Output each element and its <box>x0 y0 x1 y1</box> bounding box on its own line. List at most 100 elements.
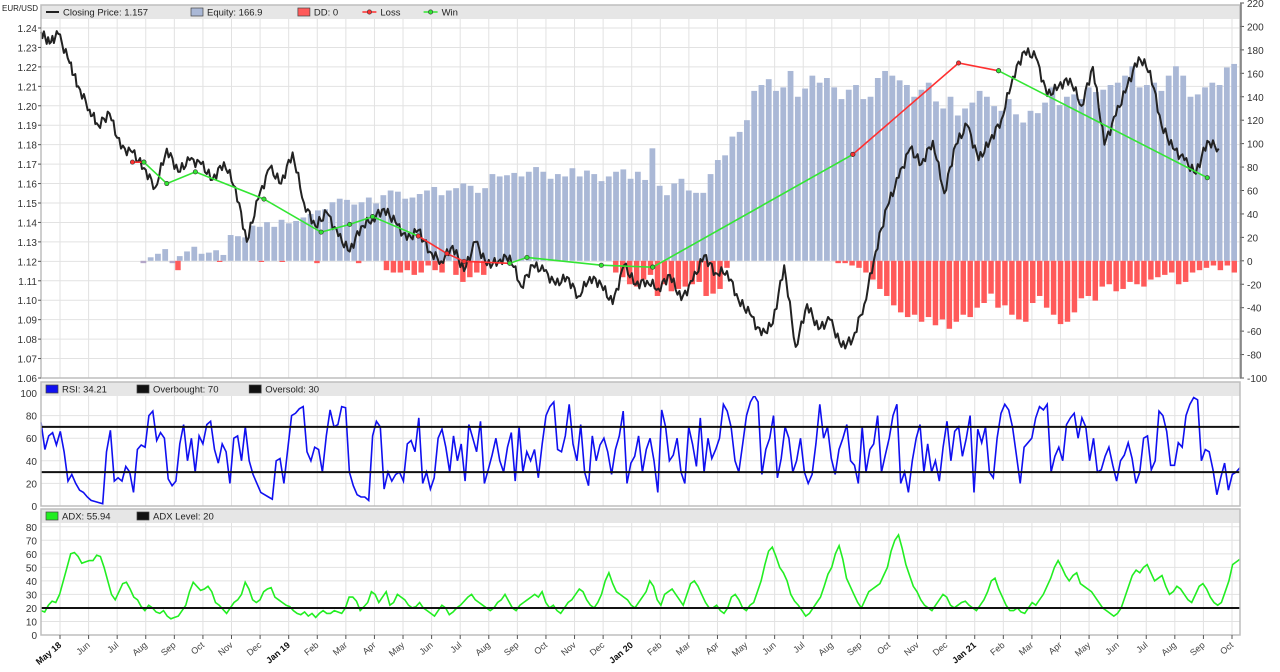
equity-bar <box>707 174 714 261</box>
equity-bar <box>1180 75 1187 261</box>
equity-bar <box>911 96 918 261</box>
drawdown-bar <box>925 260 932 318</box>
x-tick-label: Jan 20 <box>607 640 635 666</box>
rsi-legend-bar <box>41 382 1240 396</box>
equity-bar <box>787 70 794 261</box>
trade-marker <box>318 229 324 235</box>
rsi-pane-frame <box>40 381 1241 507</box>
equity-bar <box>162 249 169 261</box>
equity-bar <box>1085 87 1092 261</box>
equity-bar <box>758 85 765 261</box>
equity-bar <box>969 102 976 261</box>
adx-tick-label: 70 <box>26 536 38 547</box>
equity-bar <box>1100 89 1107 261</box>
x-tick-label: Sep <box>845 640 864 658</box>
y-tick-label: 1.09 <box>18 316 38 327</box>
rsi-tick-label: 40 <box>26 457 38 468</box>
equity-bar <box>1136 87 1143 261</box>
equity-bar <box>1013 114 1019 261</box>
y-tick-label: 1.10 <box>18 296 38 307</box>
x-tick-label: Sep <box>1188 640 1207 658</box>
drawdown-bar <box>418 260 424 273</box>
equity-bar <box>685 190 692 261</box>
equity-bar <box>147 257 154 261</box>
y2-tick-label: 40 <box>1247 210 1259 221</box>
price-legend-item: Equity: 166.9 <box>190 8 262 19</box>
x-tick-label: Feb <box>302 640 320 658</box>
equity-bar <box>649 148 656 261</box>
equity-bar <box>409 197 416 261</box>
win-trade-line <box>372 215 419 237</box>
equity-bar <box>365 197 372 261</box>
adx-tick-label: 30 <box>26 590 38 601</box>
equity-bar <box>1122 75 1128 261</box>
equity-bar <box>620 169 627 261</box>
x-tick-label: Nov <box>902 640 921 658</box>
drawdown-bar <box>863 260 869 273</box>
equity-bar <box>794 96 801 261</box>
drawdown-bar <box>397 260 404 273</box>
equity-bar <box>1063 96 1070 261</box>
drawdown-bar <box>175 260 181 271</box>
x-tick-label: Mar <box>331 640 349 658</box>
equity-bar <box>256 226 263 261</box>
drawdown-bar <box>383 260 390 271</box>
rsi-tick-label: 20 <box>26 479 38 490</box>
x-tick-label: Jul <box>1134 640 1149 655</box>
y-tick-label: 1.22 <box>18 63 38 74</box>
legend-label: Win <box>442 8 458 19</box>
equity-bar <box>940 108 947 261</box>
drawdown-bar <box>1189 260 1196 273</box>
adx-legend-item: ADX: 55.94 <box>45 511 111 523</box>
equity-bar <box>1231 63 1237 261</box>
drawdown-bar <box>995 260 1001 308</box>
equity-bar <box>482 188 489 261</box>
drawdown-bar <box>842 260 848 264</box>
equity-bar <box>315 210 321 261</box>
y-tick-label: 1.18 <box>18 141 38 152</box>
equity-bar <box>904 85 910 261</box>
equity-bar <box>1129 66 1136 261</box>
equity-bar <box>445 190 452 261</box>
price-line <box>40 30 1220 350</box>
drawdown-bar <box>1203 260 1210 268</box>
equity-bar <box>962 108 968 261</box>
equity-bar <box>424 190 430 261</box>
x-tick-label: Jun <box>417 640 435 657</box>
drawdown-bar <box>1169 260 1175 273</box>
equity-bar <box>474 192 481 261</box>
drawdown-bar <box>1002 260 1008 306</box>
legend-swatch-icon <box>45 511 59 521</box>
drawdown-bar <box>675 260 682 289</box>
equity-bar <box>278 219 285 261</box>
equity-bar <box>882 70 888 261</box>
equity-bar <box>845 89 852 261</box>
drawdown-bar <box>884 260 890 296</box>
y-tick-label: 1.14 <box>18 218 38 229</box>
equity-bar <box>235 236 241 261</box>
equity-bar <box>1216 85 1223 261</box>
equity-bar <box>1049 87 1056 261</box>
y-tick-label: 1.20 <box>18 102 38 113</box>
trade-marker <box>650 264 656 270</box>
equity-bar <box>1223 67 1230 261</box>
drawdown-bar <box>1092 260 1099 301</box>
y-axis-title: EUR/USD <box>2 4 38 13</box>
price-legend-item: Loss <box>362 8 401 19</box>
equity-bar <box>1194 94 1201 261</box>
legend-label: ADX Level: 20 <box>153 512 214 523</box>
equity-bar <box>991 106 998 261</box>
drawdown-bar <box>974 260 980 308</box>
equity-bar <box>155 253 161 261</box>
equity-bar <box>780 87 787 261</box>
drawdown-bar <box>425 260 431 266</box>
drawdown-bar <box>939 260 946 320</box>
drawdown-bar <box>981 260 987 303</box>
x-tick-label: Sep <box>159 640 178 658</box>
drawdown-bar <box>1120 260 1126 289</box>
equity-bar <box>642 179 649 261</box>
adx-tick-label: 0 <box>31 631 37 642</box>
legend-swatch-icon <box>136 511 150 521</box>
trade-marker <box>261 196 267 202</box>
win-trade-line <box>509 256 653 268</box>
